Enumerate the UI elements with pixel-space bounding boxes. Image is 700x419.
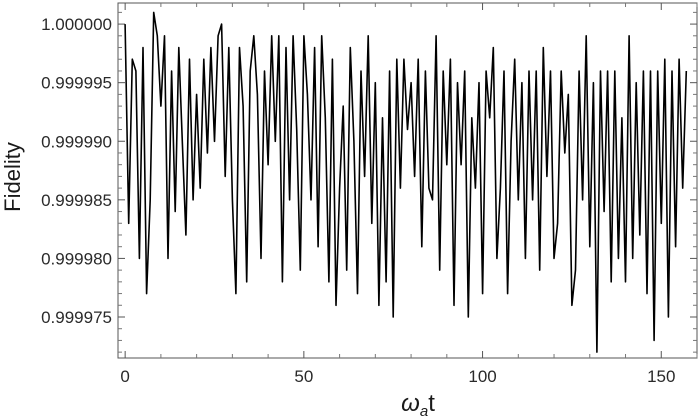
fidelity-series-line: [124, 11, 688, 353]
x-label-variable: t: [428, 390, 435, 417]
y-axis-label: Fidelity: [0, 142, 25, 212]
y-tick-label: 0.999995: [41, 74, 112, 93]
y-tick-label: 0.999975: [41, 308, 112, 327]
axes: [117, 2, 698, 359]
y-tick-label: 0.999990: [41, 132, 112, 151]
tick-marks: [118, 3, 698, 358]
x-tick-label: 150: [647, 367, 675, 386]
y-tick-label: 0.999980: [41, 249, 112, 268]
x-axis-label: ωat: [401, 390, 435, 419]
series-layer: [124, 11, 688, 353]
x-tick-label: 0: [120, 367, 129, 386]
x-tick-label: 100: [468, 367, 496, 386]
x-tick-label: 50: [294, 367, 313, 386]
y-tick-label: 1.000000: [41, 15, 112, 34]
x-label-symbol: ω: [401, 390, 420, 417]
plot-frame: [117, 2, 698, 359]
x-label-subscript: a: [420, 403, 428, 419]
y-tick-label: 0.999985: [41, 191, 112, 210]
